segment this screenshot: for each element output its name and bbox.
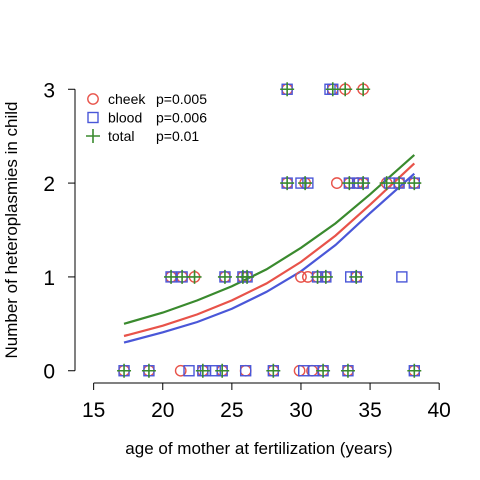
total-point	[187, 269, 202, 284]
total-point	[407, 363, 422, 378]
total-point	[117, 363, 132, 378]
total-point	[141, 363, 156, 378]
total-point	[379, 176, 394, 191]
total-point	[338, 82, 353, 97]
total-point	[356, 82, 371, 97]
legend-blood-p-value: p=0.006	[156, 110, 207, 126]
total-point	[356, 176, 371, 191]
total-point	[340, 363, 355, 378]
total-point	[195, 363, 210, 378]
y-tick-label: 2	[43, 173, 55, 196]
y-tick-label: 3	[43, 79, 55, 102]
total-point	[342, 176, 357, 191]
y-tick-label: 0	[43, 361, 55, 384]
legend: cheek p=0.005 blood p=0.006 total p=0.01	[86, 91, 207, 144]
legend-blood-marker	[87, 111, 99, 124]
y-tick-label: 1	[43, 267, 55, 290]
legend-cheek-p-value: p=0.005	[156, 91, 207, 107]
x-tick-label: 15	[82, 399, 105, 422]
axes: 15 20 25 30 35 40 0 1 2 3	[43, 79, 451, 422]
fit-curve-total	[123, 154, 416, 325]
cheek-point	[295, 271, 307, 283]
total-point	[318, 269, 333, 284]
cheek-point	[293, 364, 306, 377]
y-axis-label: Number of heteroplasmies in child	[2, 101, 21, 358]
x-tick-label: 35	[358, 399, 381, 422]
x-axis-label: age of mother at fertilization (years)	[125, 439, 392, 458]
x-tick-label: 20	[151, 399, 174, 422]
x-tick-label: 40	[427, 399, 450, 422]
total-point	[240, 269, 255, 284]
fit-curve-blood	[123, 172, 416, 344]
total-point	[298, 176, 313, 191]
total-point	[217, 269, 232, 284]
total-point	[392, 176, 407, 191]
x-tick-label: 30	[289, 399, 312, 422]
cheek-point	[239, 364, 252, 377]
total-point	[215, 363, 230, 378]
blood-point	[183, 365, 195, 377]
blood-point	[239, 365, 252, 377]
fit-curve-cheek	[123, 162, 416, 338]
legend-cheek-marker	[87, 93, 99, 105]
legend-cheek-label: cheek	[108, 91, 146, 107]
legend-total-marker	[86, 129, 100, 143]
total-point	[349, 269, 364, 284]
fit-curves	[123, 154, 416, 344]
total-point	[325, 82, 340, 97]
legend-blood-label: blood	[108, 110, 142, 126]
total-point	[266, 363, 281, 378]
total-point	[280, 82, 295, 97]
legend-total-label: total	[108, 128, 134, 144]
total-point	[175, 269, 190, 284]
cheek-point	[174, 364, 187, 377]
total-point	[316, 363, 331, 378]
cheek-point	[330, 177, 343, 189]
blood-point	[396, 271, 408, 283]
total-point	[407, 176, 422, 191]
total-point	[280, 176, 295, 191]
data-points	[117, 82, 422, 378]
legend-total-p-value: p=0.01	[156, 128, 199, 144]
x-tick-label: 25	[220, 399, 243, 422]
